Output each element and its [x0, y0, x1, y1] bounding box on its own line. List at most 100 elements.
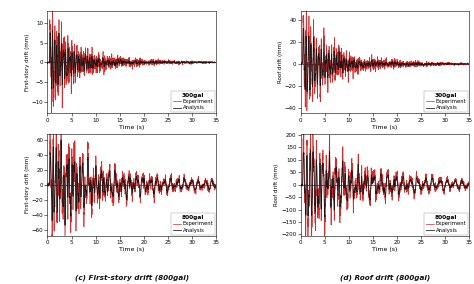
Y-axis label: First-story drift (mm): First-story drift (mm): [25, 156, 29, 213]
Experiment: [149, 61, 155, 64]
Line: Experiment: Experiment: [47, 103, 216, 252]
Analysis: [84, 184, 90, 187]
Y-axis label: First-story drift (mm): First-story drift (mm): [25, 34, 29, 91]
Experiment: [308, 117, 313, 120]
Analysis: [421, 184, 427, 188]
X-axis label: Time (s): Time (s): [119, 125, 145, 130]
Legend: Experiment, Analysis: Experiment, Analysis: [171, 213, 215, 235]
Experiment: [304, 109, 310, 112]
Experiment: [421, 65, 427, 68]
Line: Experiment: Experiment: [301, 10, 469, 111]
Experiment: [309, 223, 314, 226]
Experiment: [55, 153, 61, 156]
Analysis: [322, 215, 328, 219]
Experiment: [438, 62, 444, 66]
Line: Analysis: Analysis: [301, 150, 469, 217]
Analysis: [49, 87, 55, 91]
Y-axis label: Roof drift (mm): Roof drift (mm): [274, 164, 279, 206]
Analysis: [337, 203, 343, 206]
Line: Experiment: Experiment: [47, 5, 216, 115]
Analysis: [402, 63, 408, 66]
Text: (b) Roof drift (300gal): (b) Roof drift (300gal): [340, 152, 430, 159]
Text: (d) Roof drift (800gal): (d) Roof drift (800gal): [340, 274, 430, 281]
Experiment: [149, 179, 155, 182]
Experiment: [49, 113, 55, 117]
Experiment: [421, 185, 427, 188]
X-axis label: Time (s): Time (s): [119, 247, 145, 252]
Analysis: [466, 182, 472, 185]
Analysis: [309, 60, 314, 64]
Experiment: [45, 183, 50, 186]
Analysis: [168, 177, 173, 181]
Analysis: [298, 183, 303, 186]
Experiment: [58, 102, 64, 105]
Analysis: [62, 224, 68, 227]
Analysis: [84, 62, 90, 65]
Analysis: [421, 63, 427, 67]
Experiment: [466, 62, 472, 65]
Analysis: [466, 62, 472, 66]
Experiment: [213, 183, 219, 187]
X-axis label: Time (s): Time (s): [372, 247, 398, 252]
Analysis: [402, 186, 408, 189]
Analysis: [185, 185, 191, 189]
Analysis: [438, 62, 444, 66]
Analysis: [213, 184, 219, 188]
Experiment: [50, 4, 55, 7]
Experiment: [45, 61, 50, 64]
Experiment: [168, 59, 173, 63]
Legend: Experiment, Analysis: Experiment, Analysis: [424, 213, 468, 235]
Experiment: [84, 185, 90, 188]
Experiment: [168, 175, 173, 178]
Analysis: [45, 182, 50, 185]
Analysis: [55, 164, 61, 167]
Analysis: [45, 61, 50, 65]
Analysis: [438, 179, 444, 183]
Text: (c) First-story drift (800gal): (c) First-story drift (800gal): [75, 274, 189, 281]
Analysis: [154, 178, 160, 181]
Analysis: [58, 139, 64, 142]
Experiment: [407, 65, 413, 68]
Experiment: [309, 56, 314, 59]
Analysis: [149, 180, 155, 184]
Line: Experiment: Experiment: [301, 118, 469, 240]
Text: (a) First-story drift (300gal): (a) First-story drift (300gal): [74, 152, 189, 159]
Experiment: [84, 62, 90, 66]
Experiment: [438, 177, 444, 180]
Experiment: [62, 250, 68, 254]
Line: Analysis: Analysis: [47, 30, 216, 89]
Experiment: [402, 184, 408, 187]
Analysis: [407, 180, 413, 183]
Experiment: [213, 61, 219, 64]
Experiment: [303, 8, 309, 11]
Line: Analysis: Analysis: [301, 28, 469, 91]
Analysis: [168, 60, 173, 64]
Line: Analysis: Analysis: [47, 140, 216, 225]
Experiment: [185, 185, 191, 189]
Analysis: [337, 64, 343, 67]
Experiment: [298, 183, 303, 186]
Experiment: [337, 209, 343, 212]
Analysis: [308, 148, 313, 152]
Experiment: [154, 174, 160, 177]
Analysis: [149, 60, 155, 64]
Analysis: [55, 65, 61, 68]
Analysis: [154, 62, 160, 65]
Analysis: [309, 213, 314, 217]
Experiment: [154, 63, 160, 66]
Y-axis label: Roof drift (mm): Roof drift (mm): [278, 41, 283, 83]
Experiment: [337, 66, 343, 69]
Legend: Experiment, Analysis: Experiment, Analysis: [171, 91, 215, 112]
Analysis: [50, 28, 55, 32]
Analysis: [213, 61, 219, 64]
Analysis: [185, 60, 191, 64]
Analysis: [301, 27, 306, 30]
Analysis: [298, 62, 303, 65]
Experiment: [185, 60, 191, 64]
Experiment: [402, 64, 408, 67]
X-axis label: Time (s): Time (s): [372, 125, 398, 130]
Analysis: [407, 63, 413, 66]
Analysis: [304, 90, 310, 93]
Experiment: [55, 81, 61, 84]
Experiment: [466, 181, 472, 184]
